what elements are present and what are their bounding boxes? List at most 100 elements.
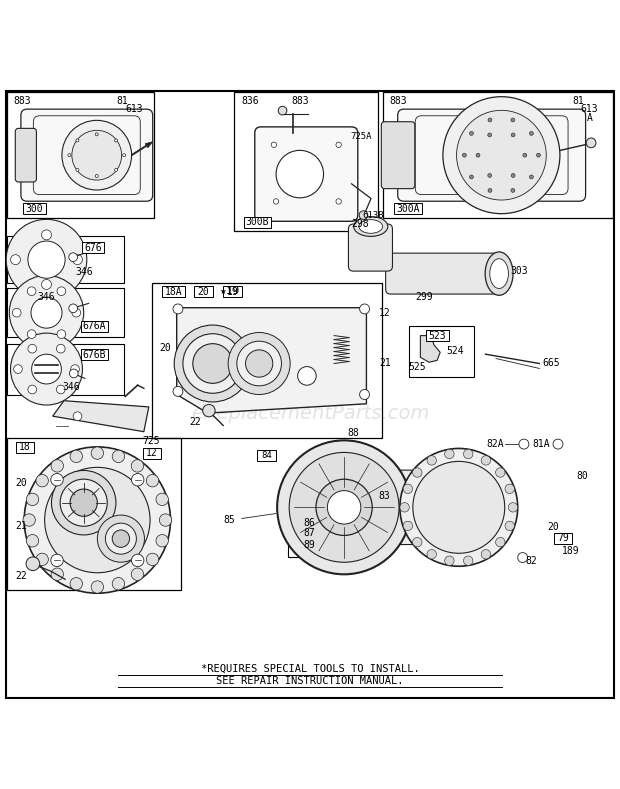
Circle shape — [518, 552, 528, 563]
Circle shape — [69, 252, 78, 261]
Circle shape — [413, 462, 505, 553]
Bar — [394, 203, 422, 214]
Circle shape — [412, 537, 422, 547]
Circle shape — [42, 230, 51, 240]
Text: A: A — [587, 113, 592, 123]
Circle shape — [28, 385, 37, 394]
Text: 665: 665 — [542, 358, 560, 368]
Circle shape — [505, 522, 515, 530]
Text: 346: 346 — [37, 292, 55, 302]
Circle shape — [95, 174, 98, 178]
Circle shape — [91, 447, 104, 459]
Text: eReplacementParts.com: eReplacementParts.com — [191, 404, 429, 423]
Polygon shape — [177, 308, 366, 413]
Circle shape — [91, 581, 104, 593]
Circle shape — [68, 154, 71, 157]
Bar — [288, 514, 330, 557]
Circle shape — [237, 341, 281, 386]
Circle shape — [481, 456, 490, 466]
Ellipse shape — [353, 216, 388, 237]
Circle shape — [183, 334, 242, 393]
Text: 676: 676 — [84, 242, 102, 252]
Text: 12: 12 — [146, 448, 157, 458]
Circle shape — [56, 344, 65, 353]
Circle shape — [131, 568, 144, 581]
Circle shape — [488, 189, 492, 193]
Text: 524: 524 — [446, 346, 464, 356]
Text: 299: 299 — [415, 292, 433, 302]
Bar — [7, 92, 154, 219]
Text: 12: 12 — [379, 308, 391, 318]
Text: 81: 81 — [572, 95, 584, 106]
Circle shape — [443, 97, 560, 214]
Circle shape — [26, 493, 38, 506]
Circle shape — [76, 168, 79, 171]
Circle shape — [412, 468, 422, 477]
FancyBboxPatch shape — [348, 224, 392, 271]
Circle shape — [146, 474, 159, 487]
Circle shape — [523, 153, 527, 157]
Circle shape — [12, 308, 21, 317]
Circle shape — [51, 470, 116, 535]
Circle shape — [360, 390, 370, 399]
Text: 883: 883 — [14, 95, 31, 106]
Circle shape — [553, 439, 563, 449]
Circle shape — [400, 503, 409, 512]
Circle shape — [464, 449, 473, 458]
Circle shape — [36, 553, 48, 566]
Circle shape — [71, 365, 79, 373]
FancyBboxPatch shape — [397, 109, 586, 201]
Circle shape — [36, 474, 48, 487]
Circle shape — [400, 448, 518, 567]
Text: 22: 22 — [189, 417, 201, 428]
Text: 523: 523 — [428, 331, 446, 341]
Circle shape — [360, 304, 370, 314]
Text: 88: 88 — [347, 428, 359, 438]
Circle shape — [445, 449, 454, 458]
Text: 87: 87 — [304, 529, 315, 538]
FancyBboxPatch shape — [381, 122, 415, 189]
Text: 20: 20 — [15, 478, 27, 488]
Circle shape — [289, 452, 399, 563]
Bar — [81, 320, 108, 332]
Circle shape — [519, 439, 529, 449]
Bar — [383, 92, 613, 219]
Circle shape — [529, 175, 533, 179]
Circle shape — [488, 174, 492, 178]
Text: 79: 79 — [557, 533, 569, 544]
Circle shape — [278, 107, 287, 115]
Text: 82A: 82A — [487, 439, 504, 449]
Circle shape — [28, 241, 65, 279]
Circle shape — [115, 139, 118, 142]
Circle shape — [131, 460, 144, 472]
Circle shape — [73, 255, 82, 264]
Text: 22: 22 — [15, 571, 27, 581]
Circle shape — [57, 287, 66, 296]
Circle shape — [427, 456, 436, 466]
Text: *REQUIRES SPECIAL TOOLS TO INSTALL.: *REQUIRES SPECIAL TOOLS TO INSTALL. — [201, 664, 419, 674]
FancyBboxPatch shape — [21, 109, 153, 201]
Circle shape — [298, 367, 316, 385]
Circle shape — [469, 175, 474, 179]
Text: 725: 725 — [143, 436, 160, 446]
Circle shape — [51, 460, 63, 472]
Circle shape — [70, 489, 97, 516]
Circle shape — [27, 287, 36, 296]
FancyBboxPatch shape — [16, 129, 37, 182]
Bar — [152, 283, 382, 438]
Circle shape — [203, 405, 215, 417]
Circle shape — [336, 142, 342, 148]
FancyBboxPatch shape — [341, 470, 462, 544]
Text: 19: 19 — [227, 286, 238, 297]
Circle shape — [27, 330, 36, 338]
Text: 18: 18 — [19, 442, 30, 452]
FancyBboxPatch shape — [255, 127, 358, 221]
Circle shape — [97, 515, 144, 563]
Circle shape — [26, 557, 40, 570]
Circle shape — [32, 354, 61, 384]
Ellipse shape — [490, 259, 508, 289]
Text: 676B: 676B — [82, 350, 106, 360]
Circle shape — [495, 537, 505, 547]
Circle shape — [45, 467, 150, 573]
Circle shape — [51, 554, 63, 567]
